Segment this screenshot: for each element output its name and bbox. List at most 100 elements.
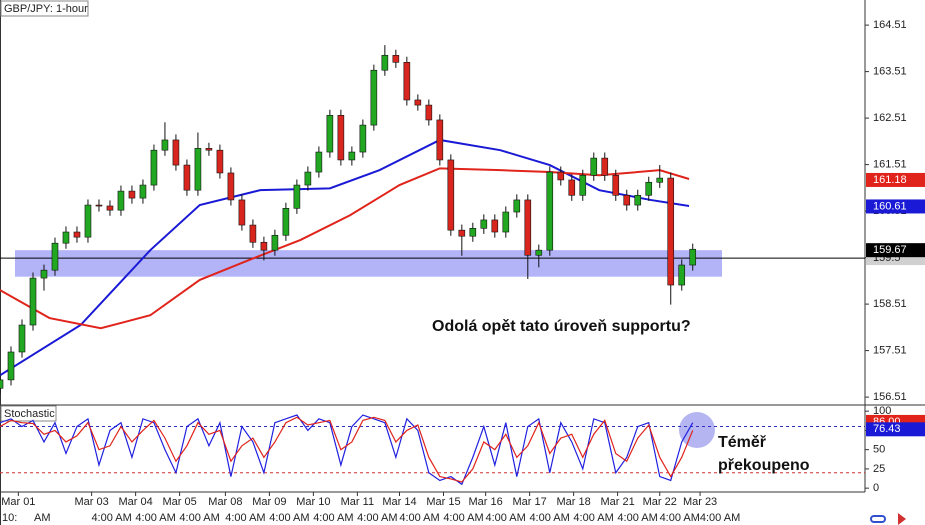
candle-body — [524, 199, 532, 256]
candle-body — [249, 224, 257, 243]
candle-body — [128, 190, 136, 199]
candle-body — [689, 248, 697, 266]
candle-body — [623, 194, 631, 206]
candle-body — [667, 177, 675, 286]
y-tick-label: 156.51 — [873, 391, 907, 403]
candle-body — [194, 148, 202, 191]
candle-body — [480, 219, 488, 229]
candle-body — [403, 62, 411, 101]
candle-body — [568, 179, 576, 196]
candle-body — [458, 229, 466, 237]
candle-body — [84, 204, 92, 238]
candle-body — [40, 269, 48, 279]
candle-body — [260, 241, 268, 251]
candle-body — [414, 99, 422, 106]
candle-body — [227, 172, 235, 201]
y-tick-label: 163.51 — [873, 66, 907, 78]
y-tick-label: 164.51 — [873, 19, 907, 31]
stochastic-line — [0, 416, 694, 483]
candle-body — [7, 351, 15, 381]
annotation: překoupeno — [718, 457, 810, 474]
arrow-icon[interactable] — [898, 513, 906, 525]
x-tick-label: Mar 09 — [252, 496, 286, 508]
candle-body — [359, 124, 367, 153]
candle-body — [348, 151, 356, 161]
candle-body — [557, 171, 565, 181]
time-label: 4:00 AM — [617, 512, 657, 524]
candle-body — [29, 277, 37, 326]
moving-average — [0, 138, 690, 377]
candle-body — [106, 205, 114, 211]
y-tick-label: 0 — [873, 482, 879, 494]
candle-body — [150, 149, 158, 186]
x-tick-label: Mar 18 — [556, 496, 590, 508]
x-tick-label: Mar 10 — [296, 496, 330, 508]
link-icon[interactable] — [870, 515, 886, 523]
x-tick-label: Mar 08 — [208, 496, 242, 508]
candle-body — [73, 231, 81, 238]
candle-body — [546, 171, 554, 251]
x-tick-label: Mar 14 — [382, 496, 416, 508]
time-label: 4:00 AM — [357, 512, 397, 524]
price-tag-label: 161.18 — [873, 174, 907, 186]
candle-body — [447, 159, 455, 231]
x-tick-label: Mar 16 — [469, 496, 503, 508]
candle-body — [282, 208, 290, 236]
candle-body — [381, 55, 389, 71]
candle-body — [304, 171, 312, 186]
candle-body — [337, 115, 345, 161]
candle-body — [370, 69, 378, 126]
candle-body — [172, 139, 180, 166]
price-tag-label: 159.67 — [873, 244, 907, 256]
candle-body — [491, 219, 499, 233]
candle-body — [51, 242, 59, 271]
candle-body — [161, 139, 169, 151]
x-tick-label: Mar 17 — [513, 496, 547, 508]
candle-body — [601, 157, 609, 176]
time-label: 4:00 AM — [660, 512, 700, 524]
candle-body — [117, 190, 125, 211]
candle-body — [95, 204, 103, 207]
price-tag — [866, 172, 925, 187]
y-tick-label: 25 — [873, 463, 885, 475]
value-tag-label: 76.43 — [873, 423, 901, 435]
x-tick-label: Mar 21 — [600, 496, 634, 508]
support-zone — [15, 250, 722, 277]
candle-body — [513, 199, 521, 213]
candle-body — [678, 264, 686, 286]
x-tick-label: Mar 03 — [75, 496, 109, 508]
x-tick-label: Mar 01 — [1, 496, 35, 508]
time-label: 4:00 AM — [135, 512, 175, 524]
candle-body — [18, 324, 26, 353]
time-label: 4:00 AM — [313, 512, 353, 524]
candle-body — [183, 164, 191, 191]
candle-body — [436, 119, 444, 161]
time-label: 4:00 AM — [529, 512, 569, 524]
toolbar-icons[interactable] — [870, 513, 906, 525]
candle-body — [0, 379, 4, 389]
candle-body — [469, 228, 477, 237]
candle-body — [392, 55, 400, 63]
panel-title: GBP/JPY: 1-hour — [4, 3, 88, 15]
time-label: 4:00 AM — [700, 512, 740, 524]
price-tag — [866, 243, 925, 258]
candle-body — [205, 148, 213, 151]
y-tick-label: 157.51 — [873, 345, 907, 357]
candle-body — [612, 174, 620, 196]
candle-body — [502, 211, 510, 233]
x-tick-label: Mar 22 — [643, 496, 677, 508]
time-label: 4:00 AM — [443, 512, 483, 524]
x-tick-label: Mar 05 — [162, 496, 196, 508]
candle-body — [590, 157, 598, 176]
annotation: Odolá opět tato úroveň supportu? — [432, 318, 691, 335]
candle-body — [579, 174, 587, 196]
candle-body — [315, 151, 323, 173]
annotation: Téměř — [718, 434, 767, 451]
time-label: 4:00 AM — [269, 512, 309, 524]
y-tick-label: 50 — [873, 444, 885, 456]
title-box — [0, 405, 57, 422]
time-label: 4:00 AM — [91, 512, 131, 524]
